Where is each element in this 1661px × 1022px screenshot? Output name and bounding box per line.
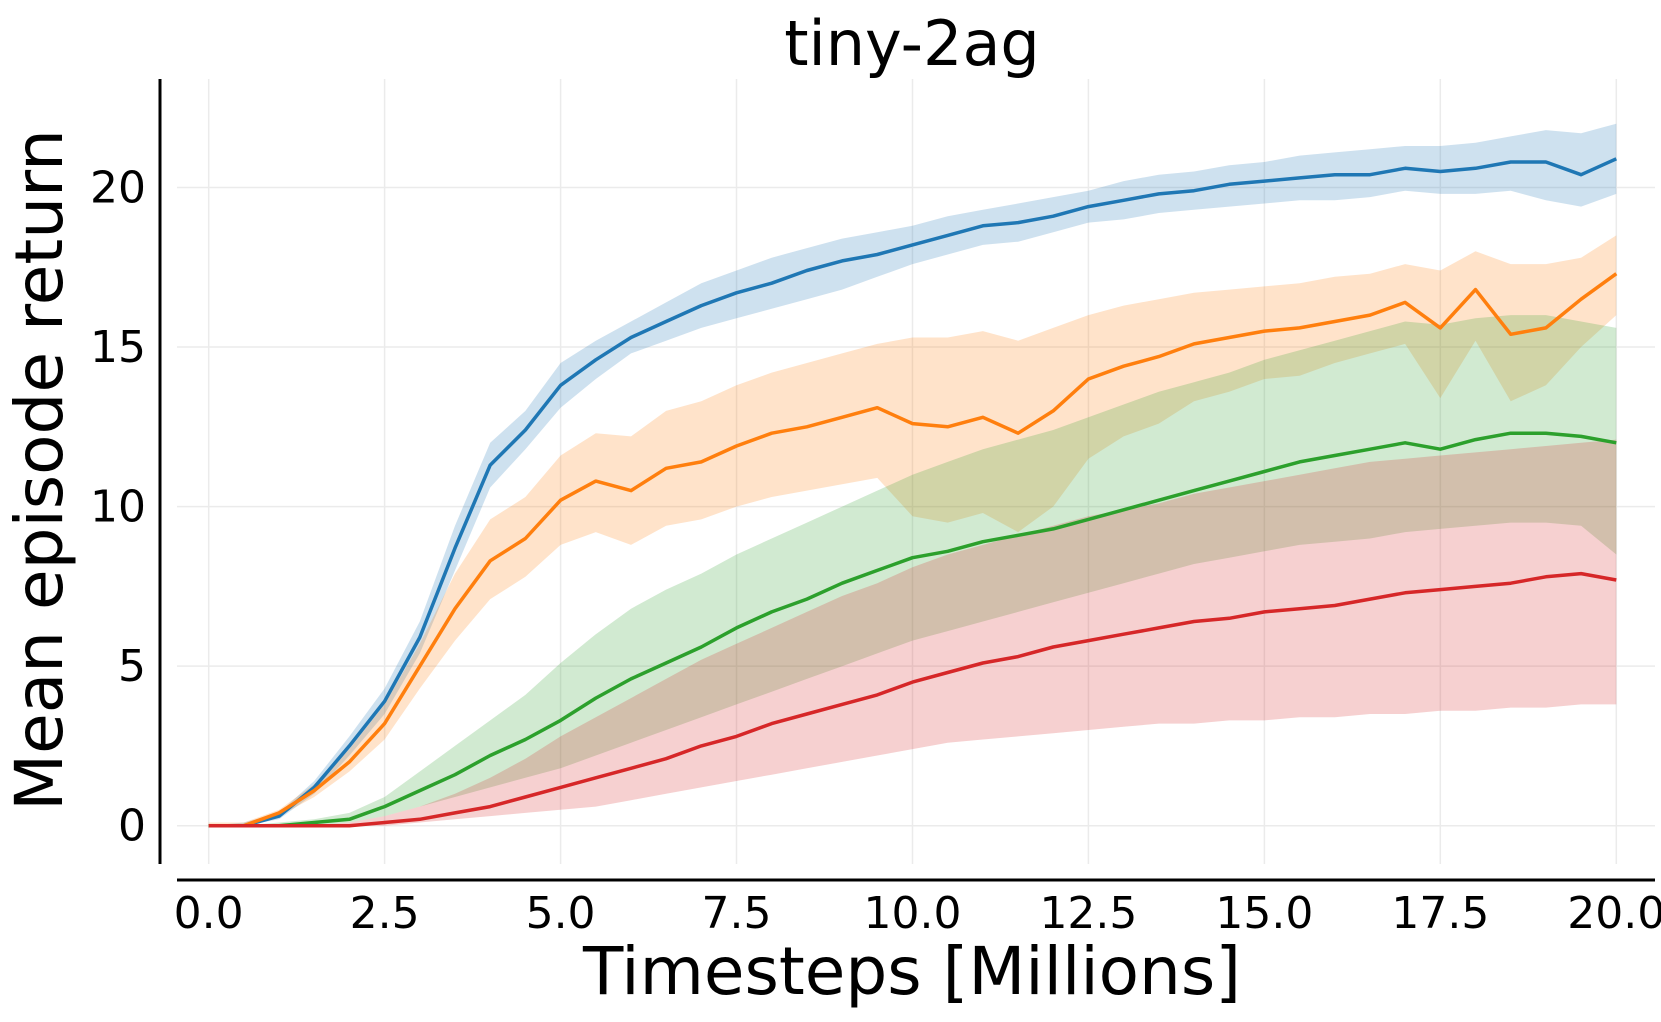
x-tick-label: 17.5: [1391, 888, 1489, 939]
y-tick-label: 5: [118, 641, 146, 692]
series-3-band: [208, 315, 1617, 826]
series-2-line: [208, 272, 1618, 828]
x-axis-label: Timesteps [Millions]: [582, 933, 1241, 1010]
confidence-bands: [208, 123, 1617, 826]
series-2-band: [208, 235, 1617, 826]
x-tick-label: 5.0: [526, 888, 596, 939]
x-tick-label: 2.5: [350, 888, 420, 939]
x-tick-labels: 0.0 2.5 5.0 7.5 10.0 12.5 15.0 17.5 20.0: [174, 888, 1661, 939]
series-3-line: [208, 431, 1617, 828]
y-tick-label: 15: [90, 322, 146, 373]
y-tick-label: 10: [90, 482, 146, 533]
y-tick-label: 20: [90, 162, 146, 213]
y-axis-label: Mean episode return: [1, 129, 78, 811]
x-tick-label: 15.0: [1215, 888, 1313, 939]
series-4-band: [208, 439, 1617, 826]
x-tick-label: 12.5: [1039, 888, 1137, 939]
series-4-line: [208, 571, 1617, 828]
x-tick-label: 20.0: [1567, 888, 1661, 939]
series-lines: [208, 157, 1618, 828]
grid-lines: [177, 79, 1655, 864]
chart-title: tiny-2ag: [784, 7, 1040, 80]
y-tick-labels: 0 5 10 15 20: [90, 162, 146, 851]
x-tick-label: 10.0: [863, 888, 961, 939]
series-1-band: [208, 123, 1617, 826]
series-1-line: [208, 157, 1618, 828]
x-tick-label: 0.0: [174, 888, 244, 939]
y-tick-label: 0: [118, 801, 146, 852]
x-tick-label: 7.5: [702, 888, 772, 939]
